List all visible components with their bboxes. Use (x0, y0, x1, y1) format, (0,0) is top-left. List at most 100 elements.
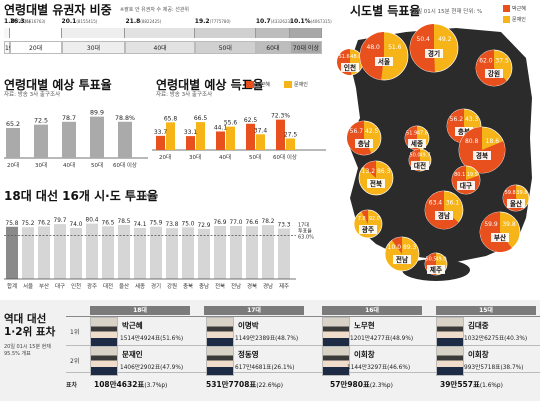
moon-bar (226, 126, 235, 150)
first-votes: 1032만6275표(40.3%) (464, 336, 528, 342)
region-turnout-bar (278, 228, 290, 279)
age-group-label: 60대 (255, 41, 290, 54)
region-turnout-bar (214, 226, 226, 279)
region-label: 대구 (55, 282, 65, 290)
vote-gap-pct: (1.6%p) (479, 383, 503, 389)
region-turnout-bar (150, 226, 162, 279)
vote-gap-value: 108만4632표 (94, 380, 145, 389)
region-name: 전북 (370, 179, 382, 188)
vote-gap-value: 39만557표 (440, 380, 480, 389)
park-share-label: 51.6 (339, 54, 350, 60)
voter-share-pct: 20.1(8155415) (61, 18, 98, 25)
region-value-label: 79.7 (54, 218, 67, 224)
vote-gap-pct: (2.3%p) (369, 383, 393, 389)
region-value-label: 75.2 (22, 221, 35, 227)
first-votes: 1149만2389표(48.7%) (235, 336, 299, 342)
map-legend-park-swatch (503, 5, 510, 12)
region-name-box (425, 49, 443, 58)
election-header: 18대 (90, 306, 190, 315)
voter-share-pct: 16.3(6616763) (9, 18, 46, 25)
first-name: 김대중 (468, 321, 489, 330)
region-turnout-bar (54, 224, 66, 279)
park-share-label: 51.9 (406, 130, 417, 136)
category-label: 40대 (219, 153, 231, 161)
park-bar (276, 119, 285, 150)
turnout-region-chart: 75.8 합계 75.2 서울 76.2 부산 79.7 대구 74.0 인천 80.4 광주 76.5… (4, 218, 314, 290)
region-label: 서울 (23, 282, 33, 290)
park-value-label: 72.3% (271, 113, 290, 120)
park-share-label: 59.9 (484, 221, 498, 228)
vote-gap: 57만980표(2.3%p) (330, 379, 393, 390)
map-legend-moon-swatch (503, 16, 510, 23)
voter-share-segment (255, 28, 290, 38)
region-value-label: 75.8 (6, 221, 19, 227)
park-value-label: 62.5 (244, 117, 258, 124)
region-name: 경남 (438, 211, 450, 220)
map-title: 시도별 득표율 (350, 4, 421, 18)
region-value-label: 80.4 (86, 218, 99, 224)
voter-share-segment (289, 28, 322, 38)
moon-share-label: 51.6 (388, 44, 402, 51)
region-value-label: 72.9 (198, 223, 211, 229)
region-label: 경북 (247, 283, 257, 290)
first-votes: 1514만4924표(51.6%) (120, 336, 184, 342)
candidate-photo (436, 317, 464, 347)
turnout-bar (62, 121, 76, 158)
region-name: 강원 (488, 69, 500, 78)
region-label: 광주 (87, 283, 97, 290)
voter-share-pct: 1.8(72921) (4, 18, 31, 25)
region-name: 대구 (460, 181, 472, 190)
second-votes: 617만4681표(26.1%) (235, 365, 295, 371)
region-turnout-bar (198, 228, 210, 279)
region-name: 세종 (411, 139, 423, 148)
legend-moon-swatch (284, 81, 292, 88)
moon-share-label: 39.8 (502, 221, 516, 228)
voter-count: (8155415) (76, 19, 98, 24)
moon-share-label: 48.0 (350, 54, 361, 60)
candidate-photo (206, 317, 234, 347)
region-value-label: 75.0 (182, 221, 195, 227)
region-name: 울산 (510, 199, 522, 208)
park-slice (410, 24, 435, 72)
region-turnout-bar (118, 224, 130, 279)
turnout-value-label: 78.8% (115, 115, 135, 122)
region-turnout-bar (38, 226, 50, 279)
region-name-box (375, 57, 393, 66)
turnout-age-chart: 65.2 20대 72.5 30대 78.7 40대 89.9 50대 78.8% 60대 이상 (4, 110, 148, 169)
park-bar (246, 123, 255, 150)
region-label: 충북 (183, 282, 193, 290)
voter-count: (8822425) (140, 19, 162, 24)
region-name-box (359, 225, 377, 234)
row-divider (66, 316, 540, 317)
region-name: 경기 (428, 49, 440, 58)
park-share-label: 80.8 (465, 138, 479, 145)
turnout-age-title: 연령대별 예상 투표율 (4, 78, 112, 92)
moon-share-label: 89.3 (403, 244, 417, 251)
moon-share-label: 42.5 (365, 128, 379, 135)
region-value-label: 74.1 (134, 222, 147, 228)
candidate-photo (90, 346, 118, 376)
moon-bar (286, 138, 295, 150)
second-votes: 1144만3297표(46.6%) (347, 365, 411, 371)
vote-gap-value: 57만980표 (330, 380, 370, 389)
region-name-box (435, 211, 453, 220)
region-name-box (485, 69, 503, 78)
region-name-box (393, 255, 411, 264)
vote-age-title: 연령대별 예상 득표율 (156, 78, 264, 92)
region-turnout-bar (86, 223, 98, 279)
region-name-box (491, 233, 509, 242)
voter-share-segment (4, 28, 10, 38)
park-share-label: 80.1 (454, 172, 465, 178)
voter-count: (7775780) (209, 19, 231, 24)
region-turnout-bar (182, 227, 194, 279)
region-turnout-bar (102, 226, 114, 279)
moon-share-label: 49.0 (435, 257, 446, 263)
park-share-label: 56.2 (450, 116, 464, 123)
vote-age-chart: 33.7 65.8 20대 33.1 66.5 30대 44.155.6 40대 62.5 37.… (152, 113, 326, 161)
region-name: 전남 (396, 255, 408, 264)
park-slice (360, 32, 384, 80)
region-turnout-bar (246, 226, 258, 279)
legend-park-swatch (246, 81, 254, 88)
candidate-photo (90, 317, 118, 347)
turnout-bar (6, 128, 20, 158)
